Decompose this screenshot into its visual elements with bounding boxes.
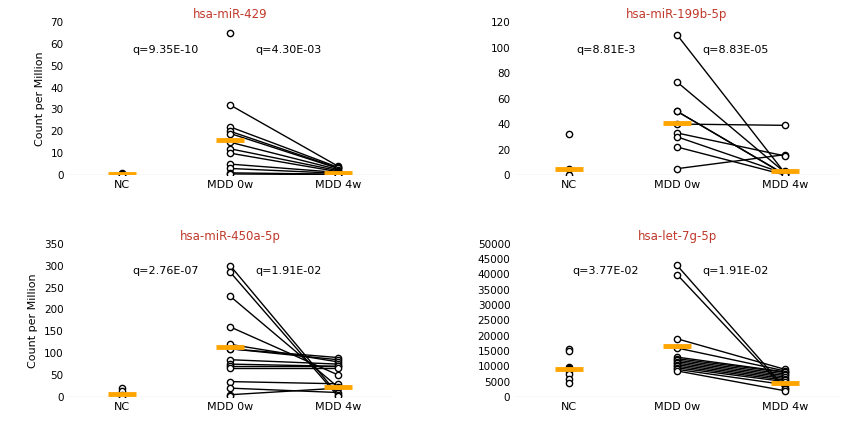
Title: hsa-let-7g-5p: hsa-let-7g-5p (638, 230, 716, 243)
Text: q=3.77E-02: q=3.77E-02 (573, 266, 639, 277)
Title: hsa-miR-450a-5p: hsa-miR-450a-5p (180, 230, 281, 243)
Text: q=2.76E-07: q=2.76E-07 (133, 266, 199, 277)
Title: hsa-miR-199b-5p: hsa-miR-199b-5p (627, 8, 728, 21)
Text: q=8.81E-3: q=8.81E-3 (576, 45, 635, 55)
Y-axis label: Count per Million: Count per Million (35, 51, 45, 146)
Text: q=9.35E-10: q=9.35E-10 (133, 45, 199, 55)
Text: q=1.91E-02: q=1.91E-02 (702, 266, 769, 277)
Text: q=4.30E-03: q=4.30E-03 (255, 45, 322, 55)
Text: q=8.83E-05: q=8.83E-05 (702, 45, 769, 55)
Title: hsa-miR-429: hsa-miR-429 (193, 8, 268, 21)
Y-axis label: Count per Million: Count per Million (28, 273, 39, 368)
Text: q=1.91E-02: q=1.91E-02 (255, 266, 322, 277)
